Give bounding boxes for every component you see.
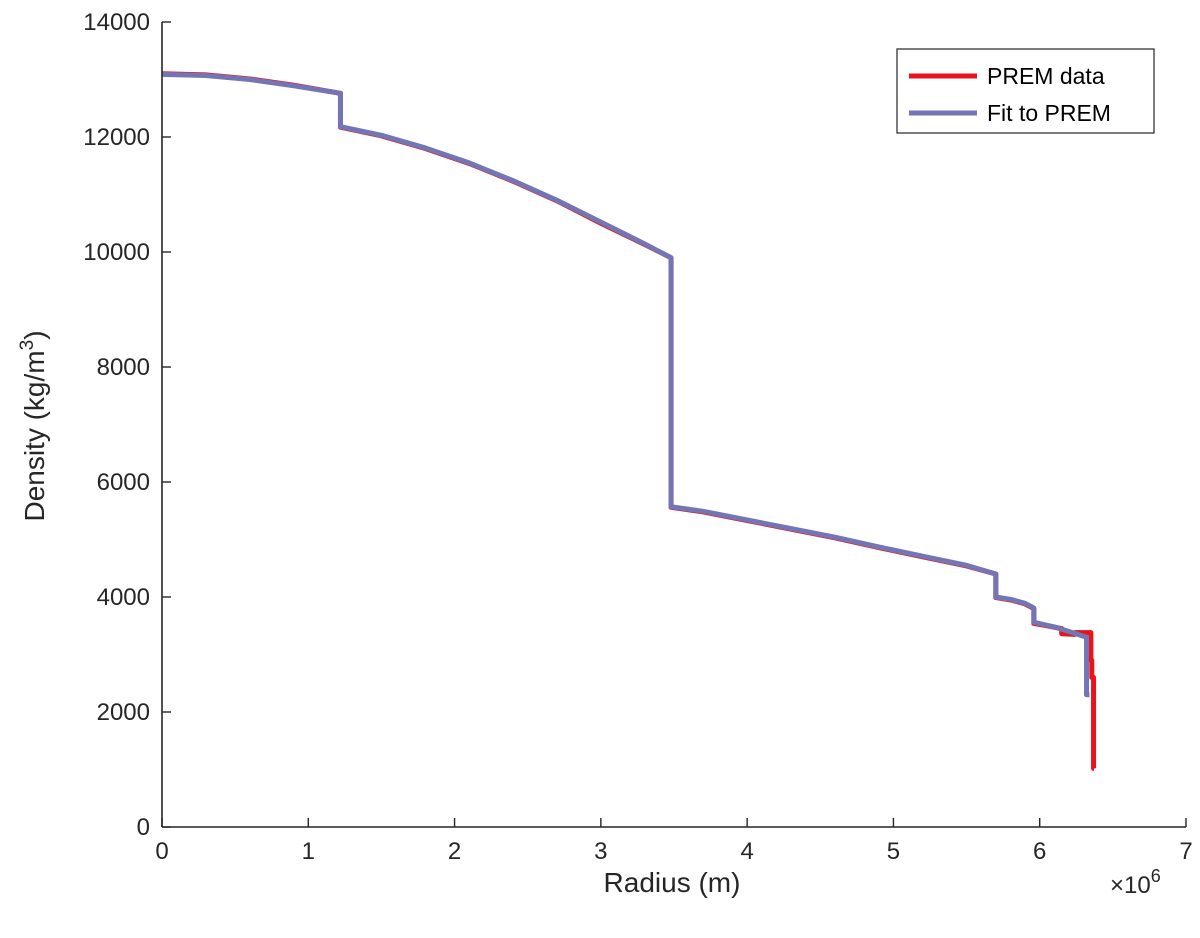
y-tick-label: 8000 [97, 354, 150, 381]
legend-label-fit-to-prem: Fit to PREM [987, 100, 1111, 126]
x-tick-label: 4 [740, 838, 753, 865]
x-tick-label: 6 [1033, 838, 1046, 865]
y-ticks: 0 2000 4000 6000 8000 10000 12000 14000 [83, 9, 171, 841]
x-axis-label: Radius (m) [604, 867, 741, 898]
x-axis-multiplier: ×106 [1110, 866, 1161, 899]
x-axis-multiplier-base: ×10 [1110, 872, 1151, 899]
axes [161, 22, 1186, 828]
x-tick-label: 2 [448, 838, 461, 865]
series-line-prem-data [161, 71, 1097, 771]
y-tick-label: 0 [137, 814, 150, 841]
series-line-fit-to-prem [161, 71, 1090, 698]
y-tick-label: 4000 [97, 584, 150, 611]
y-axis-label-main: Density (kg/m [19, 350, 50, 521]
x-tick-label: 3 [594, 838, 607, 865]
legend-label-prem-data: PREM data [987, 63, 1105, 89]
y-axis-label-close: ) [19, 330, 50, 339]
y-axis-label: Density (kg/m3) [17, 330, 50, 521]
y-tick-label: 2000 [97, 699, 150, 726]
x-tick-label: 0 [155, 838, 168, 865]
series-lines [161, 71, 1097, 771]
x-tick-label: 7 [1179, 838, 1192, 865]
x-ticks: 0 1 2 3 4 5 6 7 [155, 818, 1193, 865]
y-tick-label: 6000 [97, 469, 150, 496]
legend-box [896, 48, 1155, 134]
legend: PREM data Fit to PREM [896, 48, 1155, 134]
y-axis-label-sup: 3 [17, 340, 38, 351]
x-tick-label: 1 [302, 838, 315, 865]
y-tick-label: 14000 [83, 9, 150, 36]
y-tick-label: 10000 [83, 239, 150, 266]
x-axis-multiplier-exp: 6 [1151, 866, 1161, 886]
y-tick-label: 12000 [83, 124, 150, 151]
x-tick-label: 5 [887, 838, 900, 865]
